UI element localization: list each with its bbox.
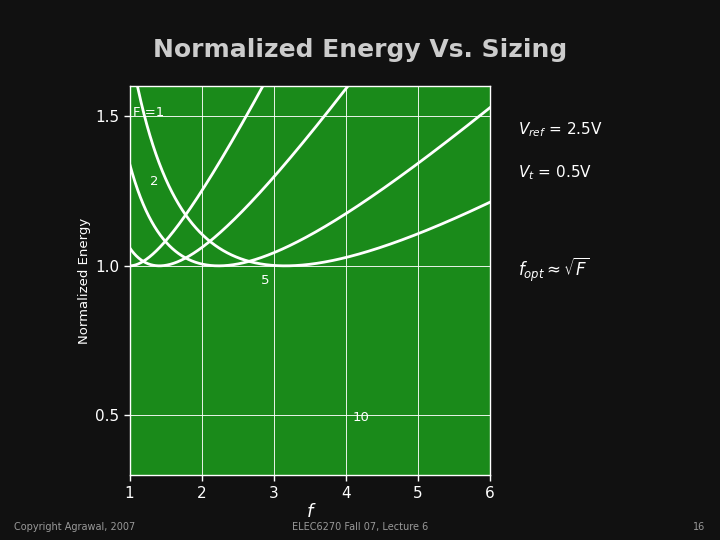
Text: Copyright Agrawal, 2007: Copyright Agrawal, 2007 (14, 522, 135, 532)
Text: 2: 2 (150, 175, 158, 188)
Text: 10: 10 (353, 411, 369, 424)
Text: $V_t$ = 0.5V: $V_t$ = 0.5V (518, 164, 593, 182)
Text: $V_{ref}$ = 2.5V: $V_{ref}$ = 2.5V (518, 120, 603, 139)
Text: Normalized Energy Vs. Sizing: Normalized Energy Vs. Sizing (153, 38, 567, 62)
Y-axis label: Normalized Energy: Normalized Energy (78, 218, 91, 344)
Text: F =1: F =1 (133, 106, 164, 119)
Text: 5: 5 (261, 274, 269, 287)
Text: 16: 16 (693, 522, 706, 532)
Text: $f_{opt} \approx \sqrt{F}$: $f_{opt} \approx \sqrt{F}$ (518, 256, 590, 284)
Text: ELEC6270 Fall 07, Lecture 6: ELEC6270 Fall 07, Lecture 6 (292, 522, 428, 532)
X-axis label: f: f (307, 503, 312, 522)
